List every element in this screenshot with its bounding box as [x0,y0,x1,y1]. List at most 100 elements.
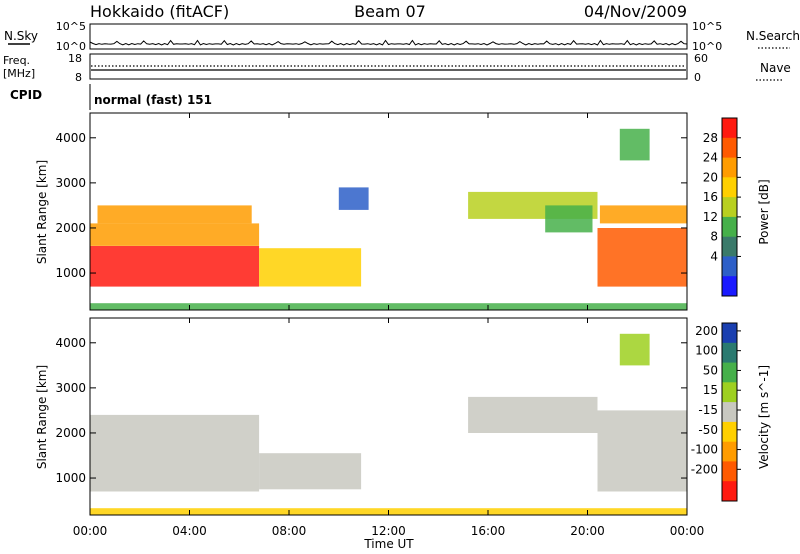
power-colorbar-tick-label: 4 [710,249,718,263]
power-colorbar-segment [722,256,737,277]
power-colorbar: 4 8 12 16 20 24 28 [703,117,741,297]
power-colorbar-segment [722,157,737,178]
velocity-colorbar-segment [722,382,737,403]
xtick-label: 16:00 [471,524,506,538]
velocity-colorbar-segment [722,323,737,344]
freq-tick-low: 8 [75,71,82,84]
noise-tick-low-left: 10^0 [56,40,86,53]
velocity-colorbar-tick-label: 200 [695,324,718,338]
velocity-ytick-label: 4000 [55,336,86,350]
velocity-ytick-label: 1000 [55,471,86,485]
power-region-3 [259,248,362,287]
power-colorbar-tick-label: 20 [703,170,718,184]
power-colorbar-tick-label: 8 [710,230,718,244]
velocity-colorbar-segment [722,481,737,502]
power-region-4 [338,187,369,210]
power-ytick-label: 2000 [55,221,86,235]
station-title: Hokkaido (fitACF) [90,2,229,21]
velocity-colorbar-segment [722,441,737,462]
nave-label: Nave [760,61,791,75]
xtick-label: 04:00 [172,524,207,538]
power-region-6 [545,205,593,233]
velocity-colorbar-tick-label: -200 [691,462,718,476]
velocity-colorbar-tick-label: -15 [698,403,718,417]
velocity-heatmap-cells [90,333,687,515]
power-ytick-label: 3000 [55,176,86,190]
noise-tick-low-right: 10^0 [692,40,722,53]
date-title: 04/Nov/2009 [584,2,687,21]
power-ytick-label: 1000 [55,266,86,280]
noise-panel: N.Sky 10^5 10^0 10^5 10^0 N.Search [4,20,800,53]
xtick-label: 00:00 [73,524,108,538]
velocity-colorbar-tick-label: 100 [695,344,718,358]
power-region-9 [619,128,650,161]
cpid-label: CPID [10,88,42,102]
power-region-0 [90,246,260,287]
power-panel: 1000 2000 3000 4000 Slant Range [km] 4 8 12 16… [35,112,771,311]
power-colorbar-frame [721,117,738,297]
noise-tick-high-left: 10^5 [56,20,86,33]
nave-tick-high: 60 [694,52,708,65]
velocity-colorbar: 200 100 50 15 -15 -50 -100 -200 [691,322,741,502]
freq-tick-high: 18 [68,52,82,65]
freq-unit-label: [MHz] [3,67,35,80]
xtick-label: 12:00 [371,524,406,538]
power-colorbar-segment [722,236,737,257]
power-region-8 [599,205,687,224]
noise-sky-label: N.Sky [4,29,38,43]
power-y-ticks: 1000 2000 3000 4000 [55,131,687,280]
noise-tick-high-right: 10^5 [692,20,722,33]
power-colorbar-segment [722,276,737,297]
velocity-colorbar-tick-label: -100 [691,443,718,457]
velocity-colorbar-tick-label: -50 [698,423,718,437]
power-region-1 [90,223,260,246]
xtick-label: 20:00 [570,524,605,538]
cpid-panel: CPID normal (fast) 151 [10,84,212,110]
velocity-colorbar-segment [722,402,737,423]
power-colorbar-segment [722,216,737,238]
cpid-text: normal (fast) 151 [94,93,212,107]
power-colorbar-tick-label: 16 [703,190,718,204]
velocity-region-5 [619,333,650,366]
power-heatmap-cells [90,128,687,310]
velocity-ytick-label: 3000 [55,381,86,395]
velocity-region-2 [468,396,598,433]
velocity-colorbar-segment [722,421,737,443]
power-region-7 [597,228,687,287]
beam-title: Beam 07 [354,2,426,21]
velocity-colorbar-segment [722,342,737,364]
xtick-label: 08:00 [272,524,307,538]
velocity-colorbar-label: Velocity [m s^-1] [757,365,771,469]
velocity-colorbar-segment [722,461,737,482]
power-colorbar-segment [722,197,737,218]
power-region-2 [97,205,252,224]
noise-sky-trace [89,39,688,46]
velocity-colorbar-segment [722,362,737,383]
power-colorbar-segment [722,118,737,139]
velocity-region-0 [90,414,260,492]
xtick-label: 00:00 [670,524,705,538]
velocity-y-ticks: 1000 2000 3000 4000 [55,336,687,485]
power-colorbar-tick-label: 24 [703,151,718,165]
freq-panel: Freq. [MHz] 18 8 60 0 Nave [3,52,791,84]
power-colorbar-tick-label: 12 [703,210,718,224]
nave-tick-low: 0 [694,71,701,84]
velocity-ytick-label: 2000 [55,426,86,440]
velocity-colorbar-tick-label: 15 [703,383,718,397]
noise-search-label: N.Search [746,29,800,43]
power-colorbar-segment [722,177,737,198]
power-colorbar-tick-label: 28 [703,131,718,145]
velocity-colorbar-tick-label: 50 [703,363,718,377]
power-y-axis-label: Slant Range [km] [35,160,49,264]
freq-label: Freq. [3,54,30,67]
power-colorbar-segment [722,137,737,159]
velocity-colorbar-frame [721,322,738,502]
velocity-region-1 [259,453,362,490]
velocity-y-axis-label: Slant Range [km] [35,365,49,469]
velocity-region-3 [597,410,687,492]
x-axis-label: Time UT [363,537,414,551]
power-colorbar-label: Power [dB] [757,179,771,244]
velocity-panel: 1000 2000 3000 4000 Slant Range [km] 200 100… [35,317,771,516]
time-x-ticks: 00:00 04:00 08:00 12:00 16:00 20:00 00:00 [73,113,705,538]
